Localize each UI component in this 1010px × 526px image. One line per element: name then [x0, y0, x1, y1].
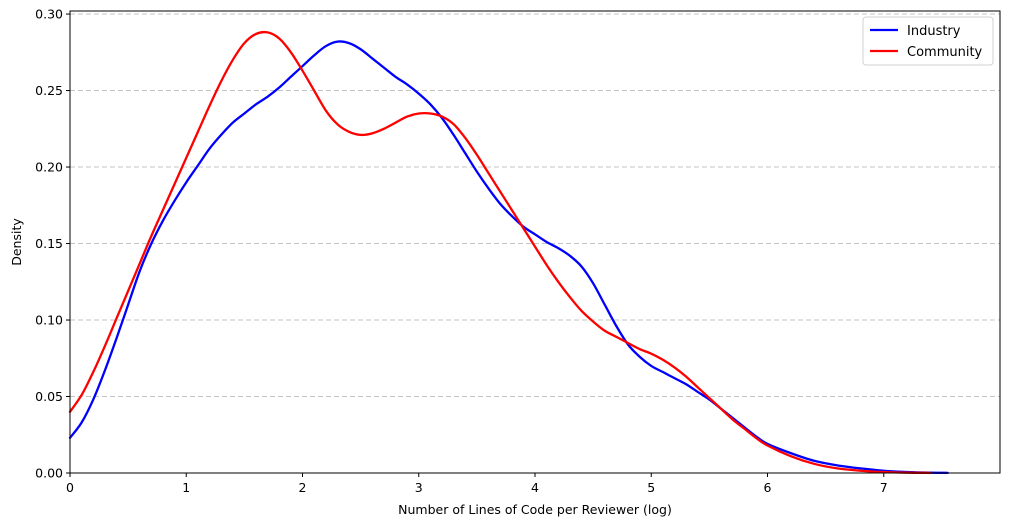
legend-label-industry: Industry: [907, 24, 961, 39]
grid-lines: [70, 13, 1000, 474]
x-axis: 0 1 2 3 4 5 6 7: [66, 473, 888, 495]
y-tick-label: 0.05: [35, 389, 63, 404]
y-tick-label: 0.25: [35, 83, 63, 98]
x-tick-label: 0: [66, 480, 74, 495]
series-layer: [68, 30, 949, 474]
x-tick-label: 4: [531, 480, 539, 495]
y-axis: 0.00 0.05 0.10 0.15 0.20 0.25 0.30: [35, 7, 70, 481]
plot-frame: [69, 10, 1001, 474]
y-tick-label: 0.20: [35, 160, 63, 175]
y-tick-label: 0.30: [35, 7, 63, 22]
legend: Industry Community: [862, 16, 994, 66]
x-tick-label: 1: [182, 480, 190, 495]
legend-label-community: Community: [907, 45, 983, 60]
series-line-industry: [68, 40, 949, 474]
y-tick-label: 0.10: [35, 313, 63, 328]
y-axis-label: Density: [9, 218, 24, 266]
x-tick-label: 6: [764, 480, 772, 495]
x-tick-label: 7: [880, 480, 888, 495]
y-tick-label: 0.00: [35, 466, 63, 481]
x-tick-label: 2: [299, 480, 307, 495]
series-line-community: [68, 30, 932, 474]
y-tick-label: 0.15: [35, 236, 63, 251]
x-axis-label: Number of Lines of Code per Reviewer (lo…: [398, 502, 672, 517]
x-tick-label: 5: [647, 480, 655, 495]
x-tick-label: 3: [415, 480, 423, 495]
